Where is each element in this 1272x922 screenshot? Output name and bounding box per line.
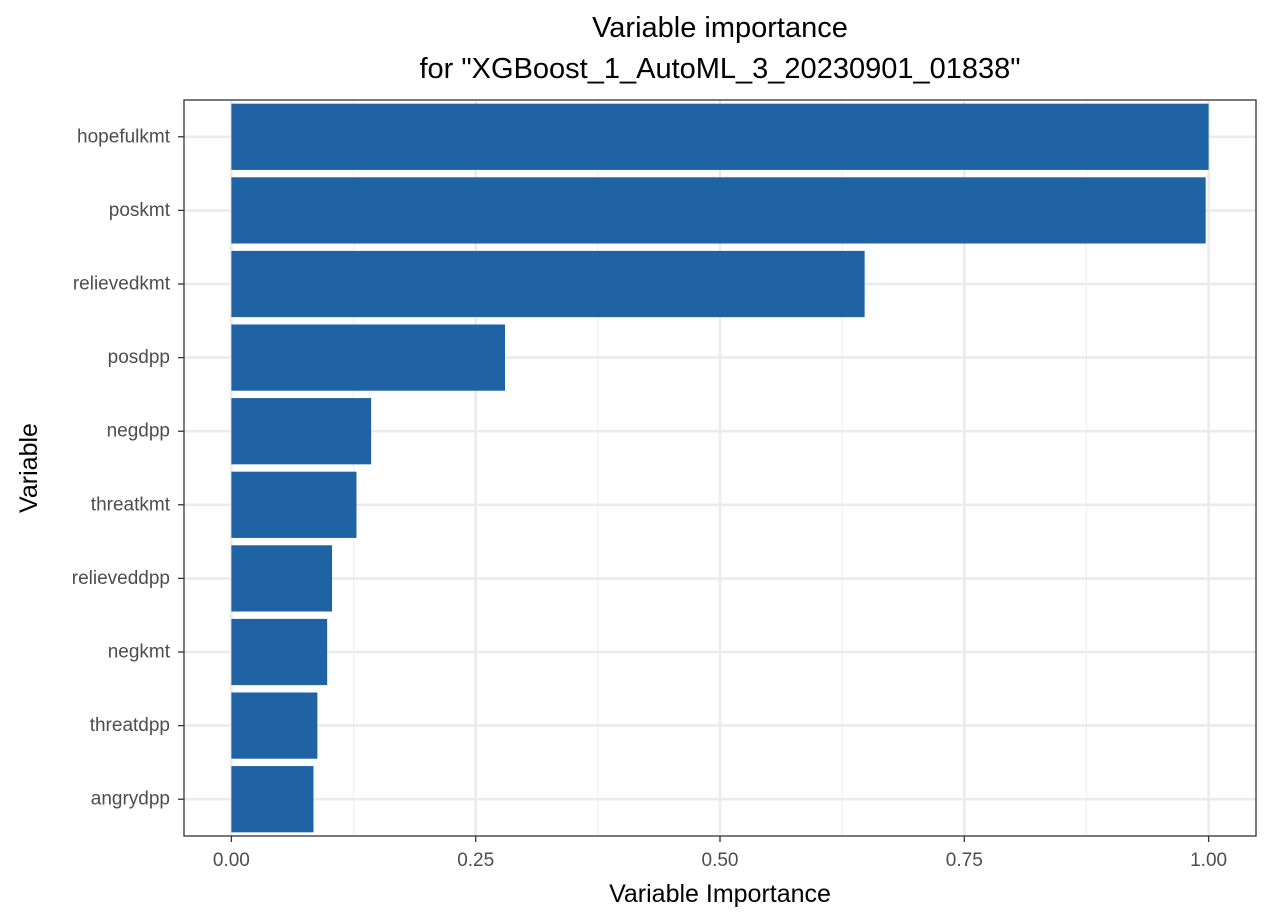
x-tick-label: 0.00 bbox=[213, 850, 250, 871]
bar-poskmt bbox=[231, 177, 1206, 244]
bar-angrydpp bbox=[231, 766, 314, 833]
x-axis-title: Variable Importance bbox=[609, 880, 831, 908]
bar-negdpp bbox=[231, 398, 372, 465]
bar-relieveddpp bbox=[231, 545, 333, 612]
chart-title: Variable importance bbox=[592, 12, 848, 44]
x-tick-label: 1.00 bbox=[1190, 850, 1227, 871]
y-tick-label-threatkmt: threatkmt bbox=[91, 494, 171, 515]
x-tick-label: 0.25 bbox=[457, 850, 494, 871]
y-tick-label-threatdpp: threatdpp bbox=[90, 715, 170, 736]
y-tick-label-poskmt: poskmt bbox=[109, 200, 171, 221]
y-tick-label-relieveddpp: relieveddpp bbox=[72, 568, 170, 589]
y-tick-label-relievedkmt: relievedkmt bbox=[73, 274, 171, 295]
y-axis-title: Variable bbox=[15, 423, 43, 513]
y-tick-label-angrydpp: angrydpp bbox=[91, 789, 170, 810]
bars bbox=[231, 103, 1209, 833]
bar-negkmt bbox=[231, 618, 328, 686]
y-axis: hopefulkmt poskmt relievedkmt posdpp negdpp t… bbox=[72, 126, 184, 810]
x-axis: 0.00 0.25 0.50 0.75 1.00 bbox=[213, 836, 1227, 871]
x-tick-label: 0.75 bbox=[946, 850, 983, 871]
bar-threatkmt bbox=[231, 471, 357, 538]
y-tick-label-negkmt: negkmt bbox=[108, 642, 171, 663]
chart-subtitle: for "XGBoost_1_AutoML_3_20230901_01838" bbox=[419, 53, 1020, 85]
y-tick-label-hopefulkmt: hopefulkmt bbox=[77, 126, 171, 147]
bar-threatdpp bbox=[231, 692, 318, 759]
bar-relievedkmt bbox=[231, 250, 865, 318]
y-tick-label-posdpp: posdpp bbox=[108, 347, 170, 368]
y-tick-label-negdpp: negdpp bbox=[107, 421, 170, 442]
bar-posdpp bbox=[231, 324, 506, 391]
bar-hopefulkmt bbox=[231, 103, 1209, 170]
x-tick-label: 0.50 bbox=[702, 850, 739, 871]
